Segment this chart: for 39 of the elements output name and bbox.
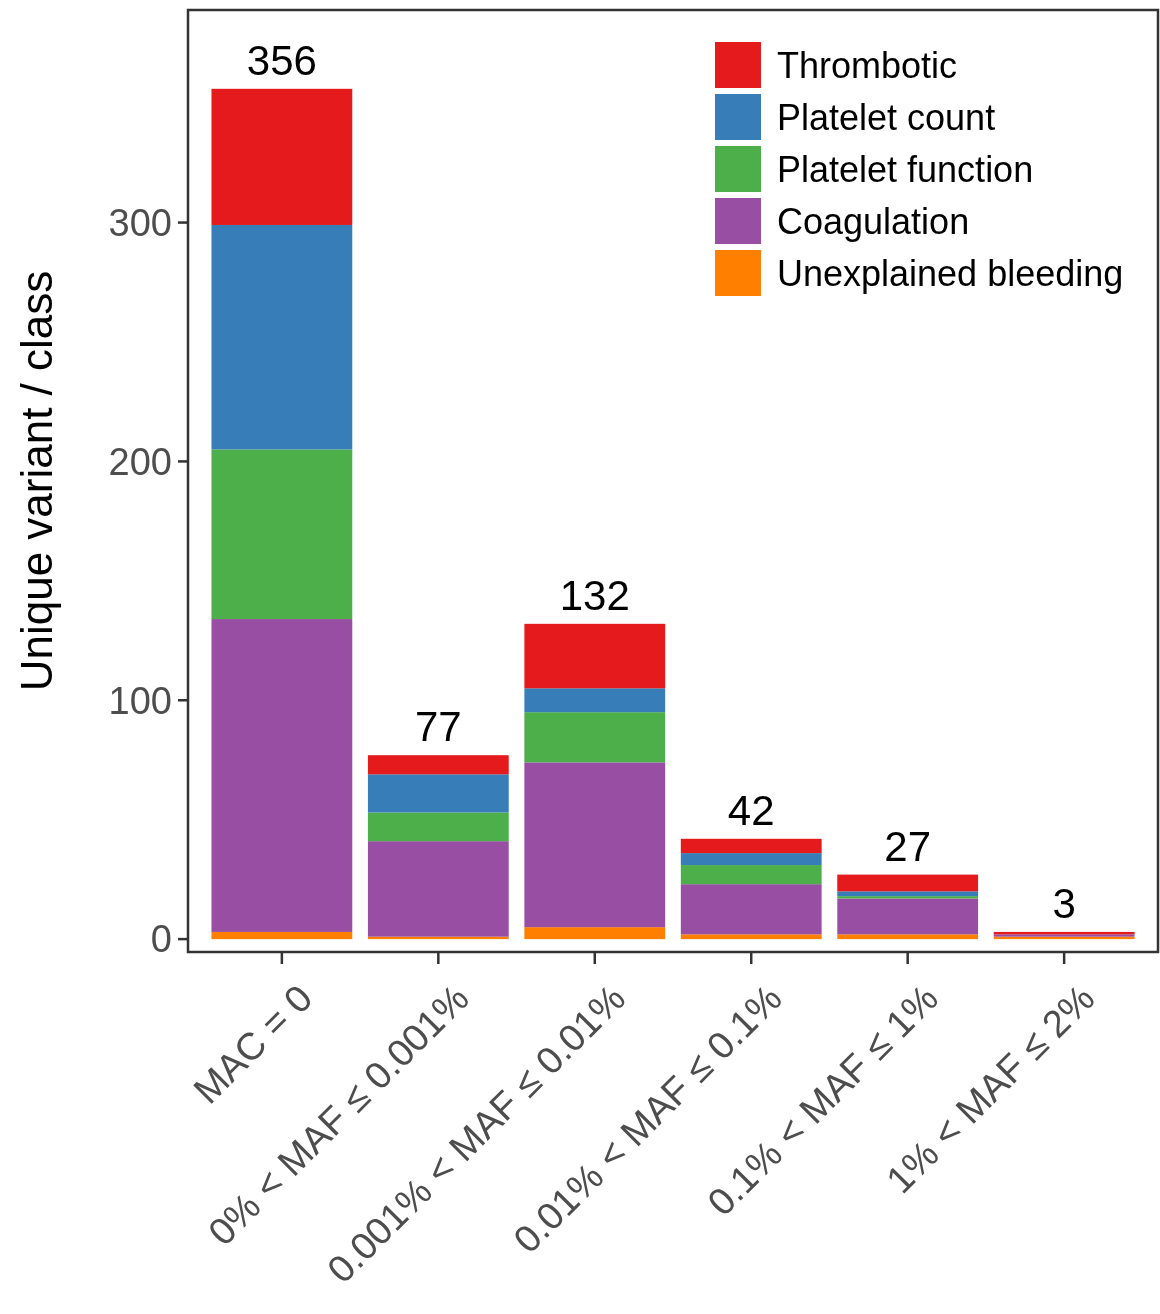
bar xyxy=(837,898,979,935)
total-label: 356 xyxy=(246,36,317,84)
legend-label: Thrombotic xyxy=(777,44,958,86)
bar xyxy=(524,762,666,928)
bar xyxy=(680,853,822,866)
bar xyxy=(837,874,979,892)
legend-label: Unexplained bleeding xyxy=(777,252,1124,294)
bar xyxy=(680,865,822,885)
bar xyxy=(680,884,822,935)
bar xyxy=(524,712,666,763)
total-label: 77 xyxy=(414,703,462,751)
total-label: 42 xyxy=(727,786,775,834)
bar xyxy=(524,688,666,713)
bar xyxy=(524,623,666,689)
bar xyxy=(680,838,822,854)
legend-label: Platelet function xyxy=(777,148,1034,190)
bar xyxy=(680,934,822,940)
y-tick-label: 300 xyxy=(108,201,172,244)
bar xyxy=(837,934,979,940)
bar xyxy=(367,774,509,813)
legend-label: Platelet count xyxy=(777,96,996,138)
bar xyxy=(211,931,353,940)
bar xyxy=(211,224,353,450)
bar xyxy=(211,88,353,225)
bar xyxy=(211,449,353,620)
total-label: 27 xyxy=(884,822,932,870)
bar xyxy=(367,841,509,937)
y-tick-label: 100 xyxy=(108,679,172,722)
total-label: 3 xyxy=(1052,879,1076,927)
y-tick-label: 200 xyxy=(108,440,172,483)
y-tick-label: 0 xyxy=(150,918,172,961)
bar xyxy=(211,619,353,932)
bar xyxy=(367,812,509,842)
y-axis-title: Unique variant / class xyxy=(12,270,61,692)
total-label: 132 xyxy=(559,571,630,619)
bar xyxy=(367,755,509,775)
bar xyxy=(837,891,979,897)
legend-label: Coagulation xyxy=(777,200,970,242)
bar xyxy=(524,927,666,940)
